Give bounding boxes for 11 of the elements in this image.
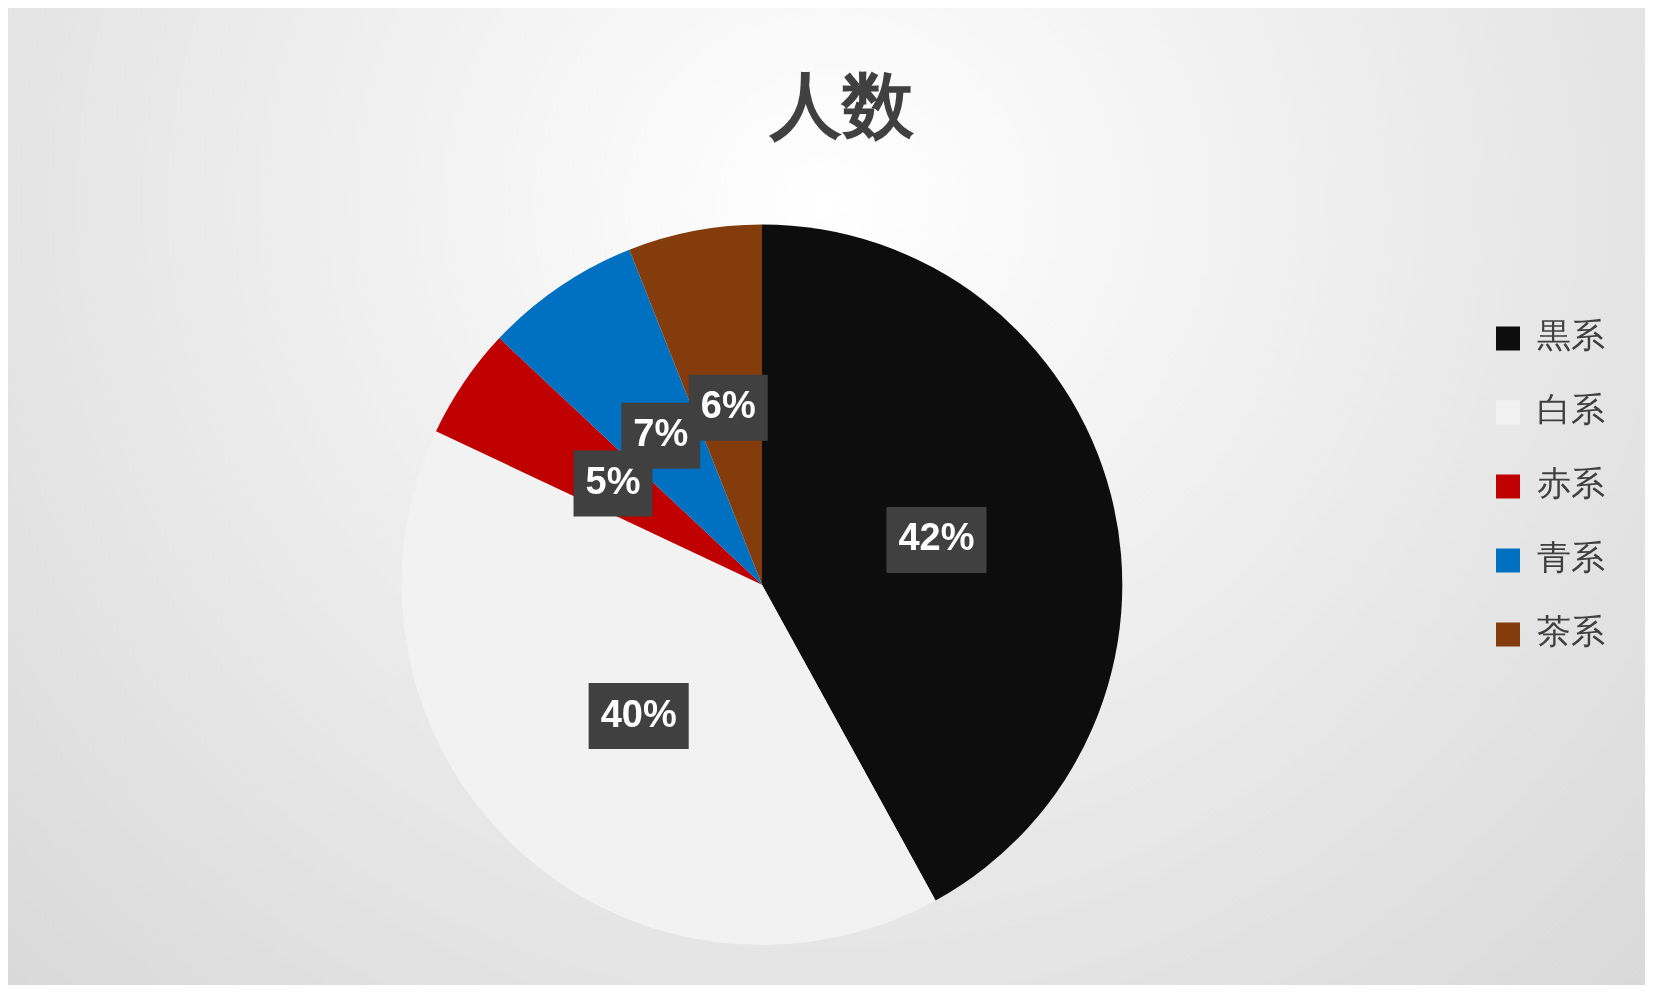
data-label: 40% — [600, 692, 677, 735]
data-label: 42% — [898, 516, 975, 559]
legend-label: 白系 — [1537, 389, 1605, 430]
legend-label: 茶系 — [1537, 611, 1605, 652]
legend-label: 青系 — [1537, 537, 1605, 578]
chart-title: 人数 — [767, 62, 915, 147]
data-label: 6% — [700, 384, 756, 427]
data-label: 7% — [633, 412, 689, 455]
legend-label: 赤系 — [1537, 463, 1605, 504]
legend-label: 黒系 — [1537, 315, 1605, 356]
data-label: 5% — [585, 459, 641, 502]
